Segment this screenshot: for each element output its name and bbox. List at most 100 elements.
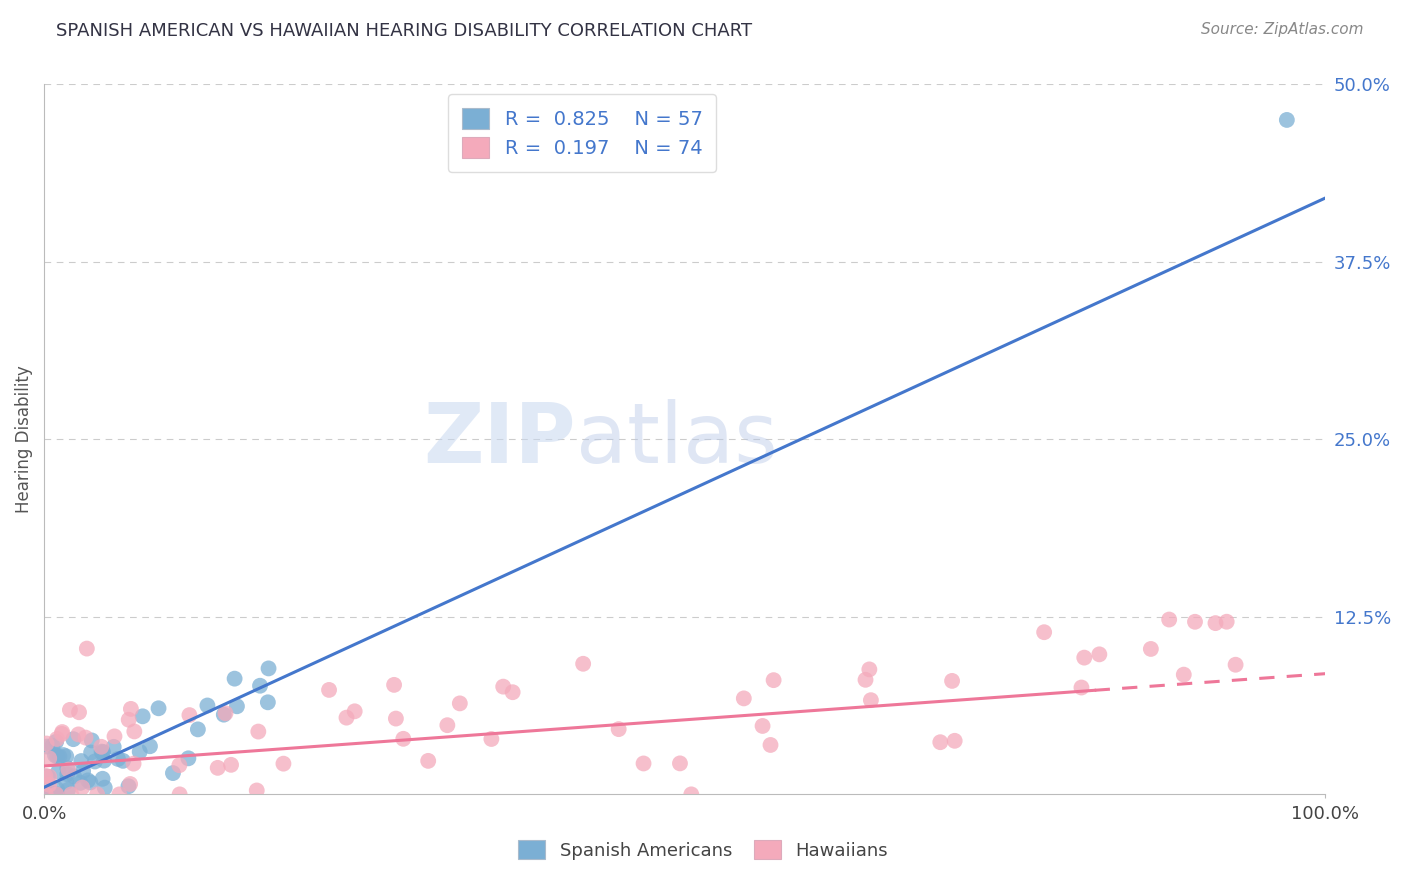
Point xyxy=(392,731,415,746)
Point xyxy=(108,788,131,802)
Point xyxy=(35,788,58,802)
Text: Source: ZipAtlas.com: Source: ZipAtlas.com xyxy=(1201,22,1364,37)
Point xyxy=(103,739,125,754)
Point xyxy=(219,757,242,772)
Point xyxy=(45,735,67,749)
Point xyxy=(51,725,73,739)
Point xyxy=(572,657,595,671)
Point xyxy=(197,698,219,713)
Point xyxy=(34,788,56,802)
Point xyxy=(62,732,84,747)
Point xyxy=(162,766,184,780)
Point xyxy=(48,749,70,764)
Point xyxy=(63,769,86,783)
Point xyxy=(941,673,963,688)
Point xyxy=(111,754,134,768)
Point xyxy=(1184,615,1206,629)
Point xyxy=(1033,625,1056,640)
Point xyxy=(34,769,56,783)
Point xyxy=(1275,112,1298,127)
Point xyxy=(90,745,112,759)
Legend: R =  0.825    N = 57, R =  0.197    N = 74: R = 0.825 N = 57, R = 0.197 N = 74 xyxy=(449,95,716,171)
Point xyxy=(70,754,93,768)
Point xyxy=(67,705,90,719)
Point xyxy=(90,739,112,754)
Legend: Spanish Americans, Hawaiians: Spanish Americans, Hawaiians xyxy=(510,833,896,867)
Point xyxy=(1088,648,1111,662)
Point xyxy=(1073,650,1095,665)
Point xyxy=(70,780,93,795)
Point xyxy=(80,746,103,760)
Point xyxy=(139,739,162,754)
Point xyxy=(48,764,70,779)
Point xyxy=(91,772,114,786)
Point xyxy=(943,733,966,747)
Point xyxy=(124,724,146,739)
Point xyxy=(502,685,524,699)
Point xyxy=(246,783,269,797)
Point xyxy=(77,773,100,788)
Point xyxy=(83,755,105,769)
Point xyxy=(80,733,103,747)
Point xyxy=(1173,667,1195,681)
Point xyxy=(226,699,249,714)
Point xyxy=(1070,681,1092,695)
Point xyxy=(318,682,340,697)
Point xyxy=(1204,616,1226,631)
Point xyxy=(418,754,440,768)
Point xyxy=(44,787,66,801)
Point xyxy=(93,780,115,795)
Point xyxy=(187,723,209,737)
Point xyxy=(58,763,80,777)
Point xyxy=(607,722,630,736)
Point xyxy=(122,756,145,771)
Point xyxy=(37,770,59,784)
Point xyxy=(669,756,692,771)
Point xyxy=(212,707,235,722)
Point xyxy=(69,776,91,790)
Point xyxy=(93,754,115,768)
Point xyxy=(449,697,471,711)
Text: ZIP: ZIP xyxy=(423,399,576,480)
Point xyxy=(118,713,141,727)
Point xyxy=(60,788,83,802)
Y-axis label: Hearing Disability: Hearing Disability xyxy=(15,366,32,513)
Point xyxy=(91,745,114,759)
Point xyxy=(52,747,75,762)
Point xyxy=(76,641,98,656)
Point xyxy=(436,718,458,732)
Point xyxy=(46,788,69,802)
Point xyxy=(479,731,502,746)
Point xyxy=(51,727,73,741)
Point xyxy=(59,703,82,717)
Point xyxy=(41,739,63,753)
Point xyxy=(633,756,655,771)
Point xyxy=(1140,642,1163,657)
Point xyxy=(37,739,59,754)
Point xyxy=(179,708,201,723)
Point xyxy=(44,748,66,763)
Point xyxy=(117,779,139,793)
Point xyxy=(858,662,880,676)
Point xyxy=(38,778,60,792)
Point xyxy=(35,788,58,802)
Point xyxy=(855,673,877,687)
Point xyxy=(148,701,170,715)
Point xyxy=(55,749,77,764)
Point xyxy=(38,751,60,765)
Point xyxy=(128,745,150,759)
Point xyxy=(207,761,229,775)
Point xyxy=(224,672,246,686)
Point xyxy=(55,775,77,789)
Point xyxy=(91,746,114,760)
Point xyxy=(86,788,108,802)
Point xyxy=(382,678,405,692)
Point xyxy=(37,788,59,802)
Point xyxy=(56,782,79,797)
Text: atlas: atlas xyxy=(576,399,778,480)
Point xyxy=(249,679,271,693)
Point xyxy=(38,770,60,784)
Point xyxy=(120,702,142,716)
Point xyxy=(72,764,94,779)
Point xyxy=(131,709,153,723)
